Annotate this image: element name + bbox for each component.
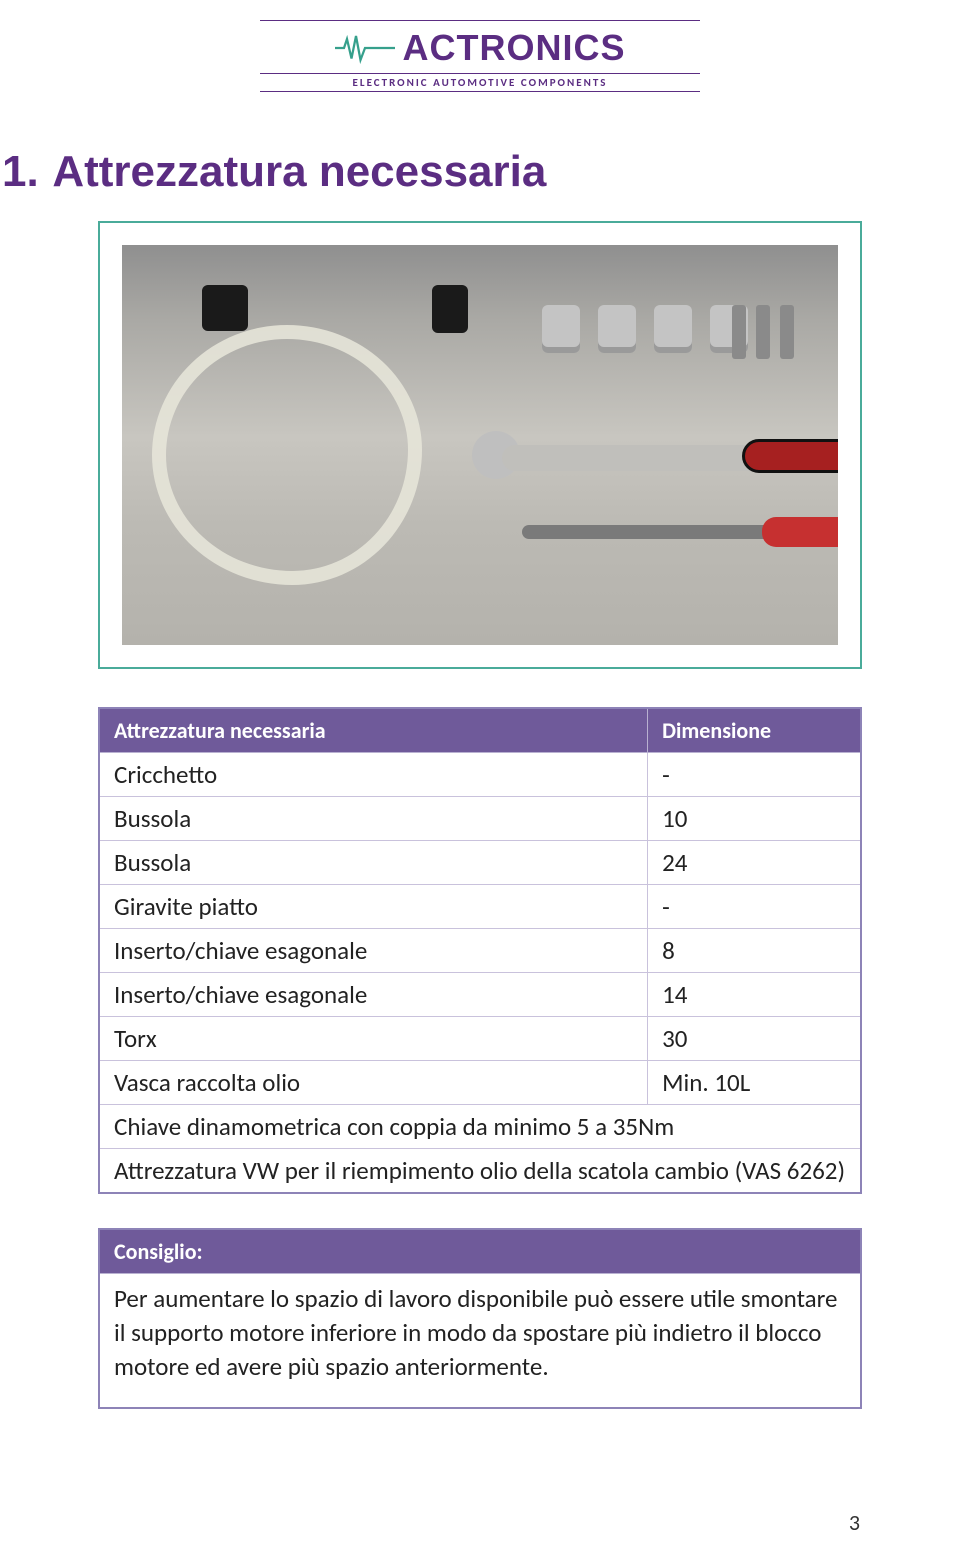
col-tool: Attrezzatura necessaria (99, 708, 648, 753)
section-heading: 1. Attrezzatura necessaria (0, 92, 960, 221)
tip-text: Per aumentare lo spazio di lavoro dispon… (100, 1274, 860, 1407)
tools-photo-frame (98, 221, 862, 669)
tool-name: Chiave dinamometrica con coppia da minim… (99, 1105, 861, 1149)
tool-name: Inserto/chiave esagonale (99, 929, 648, 973)
tool-name: Vasca raccolta olio (99, 1061, 648, 1105)
tool-name: Attrezzatura VW per il riempimento olio … (99, 1149, 861, 1194)
tool-dimension: 8 (648, 929, 861, 973)
tool-name: Torx (99, 1017, 648, 1061)
tool-dimension: 24 (648, 841, 861, 885)
tool-name: Giravite piatto (99, 885, 648, 929)
logo-text: ACTRONICS (403, 27, 626, 69)
section-number: 1. (2, 147, 39, 197)
tool-dimension: 10 (648, 797, 861, 841)
col-dimension: Dimensione (648, 708, 861, 753)
tip-label: Consiglio: (100, 1230, 860, 1274)
table-row: Torx30 (99, 1017, 861, 1061)
table-row: Attrezzatura VW per il riempimento olio … (99, 1149, 861, 1194)
tool-dimension: 14 (648, 973, 861, 1017)
page-number: 3 (849, 1509, 860, 1536)
table-row: Cricchetto- (99, 753, 861, 797)
table-row: Bussola10 (99, 797, 861, 841)
table-row: Chiave dinamometrica con coppia da minim… (99, 1105, 861, 1149)
tool-name: Bussola (99, 797, 648, 841)
tools-table: Attrezzatura necessaria Dimensione Cricc… (98, 707, 862, 1194)
heartbeat-icon (335, 31, 395, 65)
table-row: Bussola24 (99, 841, 861, 885)
table-row: Giravite piatto- (99, 885, 861, 929)
tool-name: Inserto/chiave esagonale (99, 973, 648, 1017)
logo-subtitle: ELECTRONIC AUTOMOTIVE COMPONENTS (260, 73, 700, 89)
tip-box: Consiglio: Per aumentare lo spazio di la… (98, 1228, 862, 1409)
tools-photo (122, 245, 838, 645)
tool-name: Cricchetto (99, 753, 648, 797)
tool-dimension: Min. 10L (648, 1061, 861, 1105)
table-row: Vasca raccolta olioMin. 10L (99, 1061, 861, 1105)
section-title-text: Attrezzatura necessaria (52, 147, 546, 197)
table-row: Inserto/chiave esagonale8 (99, 929, 861, 973)
tool-name: Bussola (99, 841, 648, 885)
tool-dimension: 30 (648, 1017, 861, 1061)
table-row: Inserto/chiave esagonale14 (99, 973, 861, 1017)
tool-dimension: - (648, 753, 861, 797)
tool-dimension: - (648, 885, 861, 929)
header-logo: ACTRONICS ELECTRONIC AUTOMOTIVE COMPONEN… (0, 0, 960, 92)
